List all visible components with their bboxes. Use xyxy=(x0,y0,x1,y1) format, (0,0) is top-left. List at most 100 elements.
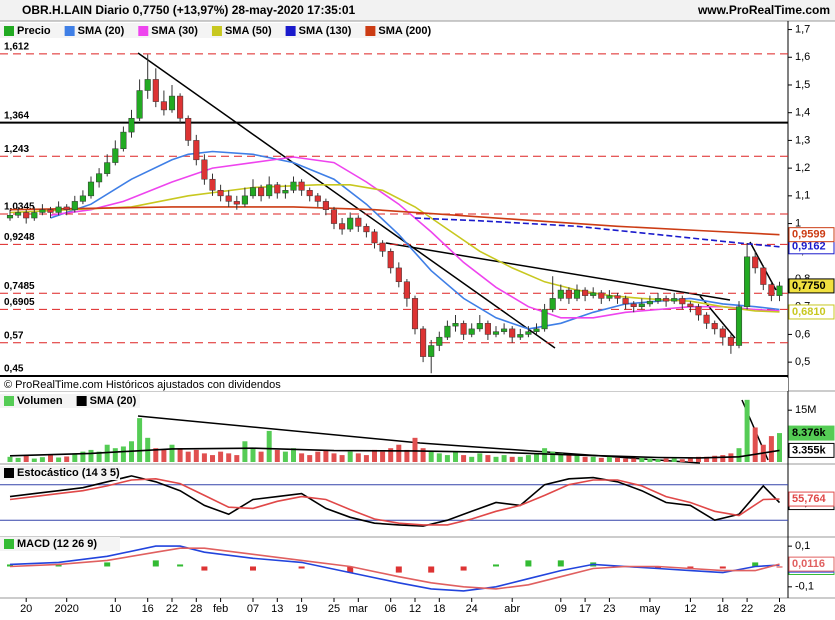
volume-bar xyxy=(720,455,726,462)
candle-body xyxy=(420,328,427,357)
volume-bar xyxy=(566,455,572,462)
note: © ProRealTime.com Históricos ajustados c… xyxy=(4,379,281,391)
volume-bar xyxy=(388,448,394,462)
volume-bar xyxy=(185,451,191,462)
candle-body xyxy=(217,190,224,197)
candle-body xyxy=(39,209,46,213)
value-label: 8.376k xyxy=(792,427,827,439)
volume-bar xyxy=(525,455,531,462)
legend-swatch xyxy=(211,26,222,36)
candle-body xyxy=(363,226,370,233)
volume-bar xyxy=(355,453,361,462)
title-bar xyxy=(0,0,835,21)
x-tick-label: 2020 xyxy=(54,603,78,615)
volume-bar xyxy=(39,457,45,462)
legend-swatch xyxy=(4,396,14,406)
legend-swatch xyxy=(4,468,14,478)
level-label: 0,7485 xyxy=(4,281,35,292)
volume-bar xyxy=(291,448,296,462)
candle-body xyxy=(71,201,78,210)
volume-bar xyxy=(347,451,353,462)
candle-body xyxy=(371,231,378,244)
volume-bar xyxy=(193,449,199,462)
volume-bar xyxy=(258,451,264,462)
line-series xyxy=(50,156,780,319)
volume-bar xyxy=(161,449,167,462)
candle-body xyxy=(298,181,305,191)
candle-body xyxy=(23,212,30,219)
volume-bar xyxy=(226,453,232,462)
trend-line xyxy=(699,295,736,339)
volume-bar xyxy=(7,456,13,462)
candle-body xyxy=(525,331,532,335)
x-tick-label: may xyxy=(640,603,661,615)
candle-body xyxy=(752,256,759,269)
candle-body xyxy=(395,267,402,283)
volume-bar xyxy=(31,458,37,462)
legend-label: SMA (20) xyxy=(90,395,137,407)
volume-bar xyxy=(631,458,637,462)
x-tick-label: 06 xyxy=(385,603,397,615)
candle-body xyxy=(687,303,694,307)
volume-bar xyxy=(647,458,653,462)
x-tick-label: 25 xyxy=(328,603,340,615)
legend-bg xyxy=(0,466,120,480)
level-label: 0,57 xyxy=(4,330,24,341)
volume-bar xyxy=(615,457,620,462)
volume-bar xyxy=(655,459,661,462)
candle-body xyxy=(711,323,718,330)
chart-title: OBR.H.LAIN Diario 0,7750 (+13,97%) 28-ma… xyxy=(22,3,355,17)
volume-bar xyxy=(420,448,426,462)
candle-body xyxy=(104,162,111,174)
volume-bar xyxy=(598,457,604,462)
histogram-bar xyxy=(395,566,402,573)
legend-swatch xyxy=(138,26,149,36)
candle-body xyxy=(671,298,678,302)
legend-swatch xyxy=(76,396,87,406)
value-box xyxy=(788,227,835,243)
volume-bar xyxy=(671,458,677,462)
volume-bar xyxy=(517,456,523,462)
candle-body xyxy=(663,298,670,302)
volume-bar xyxy=(469,456,475,462)
histogram-bar xyxy=(347,566,354,573)
candle-body xyxy=(15,212,22,216)
candle-body xyxy=(233,201,240,205)
y-tick-label: 1,4 xyxy=(795,107,810,119)
volume-bar xyxy=(768,436,774,462)
candle-body xyxy=(444,325,451,338)
legend-bg xyxy=(0,537,120,551)
volume-bar xyxy=(372,449,377,462)
legend-label: Precio xyxy=(17,25,51,37)
candle-body xyxy=(468,328,475,335)
volume-bar xyxy=(542,448,548,462)
histogram-bar xyxy=(152,560,159,567)
x-tick-label: 19 xyxy=(295,603,307,615)
volume-bar xyxy=(56,457,62,462)
candle-body xyxy=(274,184,281,194)
histogram-bar xyxy=(201,566,208,571)
y-tick-label: 0,6 xyxy=(795,328,810,340)
y-tick-label: -0,1 xyxy=(795,581,814,593)
value-label: 3.355k xyxy=(792,444,827,456)
candle-body xyxy=(452,323,459,327)
candle-body xyxy=(533,328,540,332)
legend-label: SMA (200) xyxy=(378,25,431,37)
x-tick-label: 10 xyxy=(109,603,121,615)
volume-bar xyxy=(96,451,102,462)
candle-body xyxy=(128,117,135,133)
histogram-bar xyxy=(719,566,726,569)
value-label: 55,764 xyxy=(792,493,827,505)
candle-body xyxy=(509,328,516,338)
y-tick-label: 1 xyxy=(795,217,801,229)
legend-label: SMA (30) xyxy=(151,25,198,37)
histogram-bar xyxy=(428,566,435,573)
volume-bar xyxy=(509,456,515,462)
volume-bar xyxy=(404,449,410,462)
volume-bar xyxy=(639,457,645,462)
candle-body xyxy=(112,148,119,163)
x-tick-label: 18 xyxy=(717,603,729,615)
candle-body xyxy=(177,95,184,119)
y-tick-label: 0,5 xyxy=(795,356,810,368)
